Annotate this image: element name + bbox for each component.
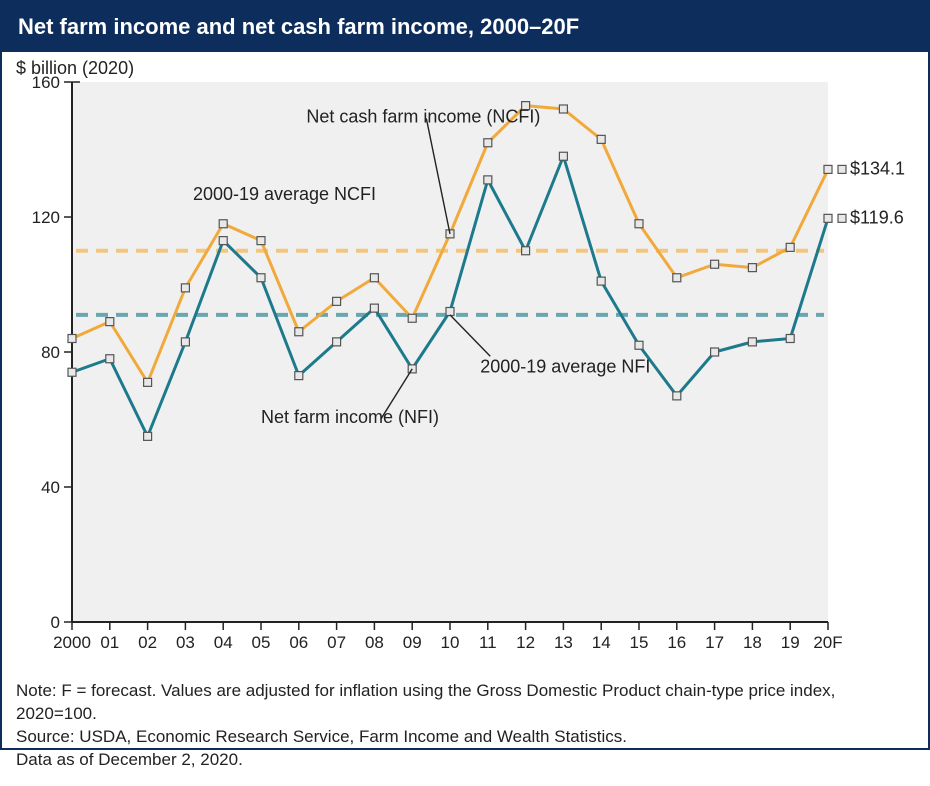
series-marker xyxy=(370,304,378,312)
series-marker xyxy=(257,237,265,245)
series-marker xyxy=(408,314,416,322)
annotation-text: 2000-19 average NFI xyxy=(480,356,650,376)
series-marker xyxy=(333,297,341,305)
footer-date: Data as of December 2, 2020. xyxy=(16,749,914,772)
endpoint-marker xyxy=(838,165,846,173)
x-tick-label: 01 xyxy=(100,633,119,652)
series-marker xyxy=(333,338,341,346)
x-tick-label: 14 xyxy=(592,633,611,652)
x-tick-label: 20F xyxy=(813,633,842,652)
series-marker xyxy=(295,372,303,380)
series-marker xyxy=(370,274,378,282)
x-tick-label: 12 xyxy=(516,633,535,652)
series-marker xyxy=(522,247,530,255)
series-marker xyxy=(106,318,114,326)
footer-source: Source: USDA, Economic Research Service,… xyxy=(16,726,914,749)
x-tick-label: 13 xyxy=(554,633,573,652)
x-tick-label: 15 xyxy=(630,633,649,652)
series-marker xyxy=(144,378,152,386)
endpoint-label: $134.1 xyxy=(850,158,905,178)
x-tick-label: 10 xyxy=(441,633,460,652)
annotation-text: Net farm income (NFI) xyxy=(261,407,439,427)
series-marker xyxy=(635,220,643,228)
y-tick-label: 160 xyxy=(32,73,60,92)
series-marker xyxy=(68,335,76,343)
series-marker xyxy=(144,432,152,440)
x-tick-label: 11 xyxy=(479,633,497,652)
x-tick-label: 07 xyxy=(327,633,346,652)
series-marker xyxy=(597,135,605,143)
series-marker xyxy=(597,277,605,285)
series-marker xyxy=(711,260,719,268)
line-chart: $ billion (2020)040801201602000010203040… xyxy=(2,52,928,672)
series-marker xyxy=(635,341,643,349)
chart-footer: Note: F = forecast. Values are adjusted … xyxy=(2,672,928,786)
series-marker xyxy=(711,348,719,356)
x-tick-label: 16 xyxy=(667,633,686,652)
series-marker xyxy=(68,368,76,376)
series-marker xyxy=(446,308,454,316)
series-marker xyxy=(484,139,492,147)
x-tick-label: 04 xyxy=(214,633,233,652)
series-marker xyxy=(673,392,681,400)
footer-note: Note: F = forecast. Values are adjusted … xyxy=(16,680,914,726)
x-tick-label: 2000 xyxy=(53,633,91,652)
y-tick-label: 80 xyxy=(41,343,60,362)
series-marker xyxy=(559,105,567,113)
series-marker xyxy=(219,220,227,228)
endpoint-label: $119.6 xyxy=(850,207,904,227)
series-marker xyxy=(257,274,265,282)
series-marker xyxy=(786,335,794,343)
x-tick-label: 08 xyxy=(365,633,384,652)
series-marker xyxy=(181,338,189,346)
x-tick-label: 09 xyxy=(403,633,422,652)
x-tick-label: 06 xyxy=(289,633,308,652)
x-tick-label: 17 xyxy=(705,633,724,652)
x-tick-label: 05 xyxy=(252,633,271,652)
series-marker xyxy=(181,284,189,292)
x-tick-label: 02 xyxy=(138,633,157,652)
chart-body: $ billion (2020)040801201602000010203040… xyxy=(2,52,928,672)
annotation-text: 2000-19 average NCFI xyxy=(193,184,376,204)
series-marker xyxy=(106,355,114,363)
series-marker xyxy=(673,274,681,282)
series-marker xyxy=(748,264,756,272)
series-marker xyxy=(559,152,567,160)
series-marker xyxy=(748,338,756,346)
chart-container: Net farm income and net cash farm income… xyxy=(0,0,930,750)
series-marker xyxy=(295,328,303,336)
series-marker xyxy=(824,165,832,173)
x-tick-label: 19 xyxy=(781,633,800,652)
y-tick-label: 120 xyxy=(32,208,60,227)
x-tick-label: 03 xyxy=(176,633,195,652)
y-tick-label: 0 xyxy=(51,613,60,632)
series-marker xyxy=(484,176,492,184)
chart-title: Net farm income and net cash farm income… xyxy=(2,2,928,52)
series-marker xyxy=(786,243,794,251)
y-tick-label: 40 xyxy=(41,478,60,497)
annotation-text: Net cash farm income (NCFI) xyxy=(306,107,540,127)
series-marker xyxy=(824,214,832,222)
x-tick-label: 18 xyxy=(743,633,762,652)
endpoint-marker xyxy=(838,214,846,222)
series-marker xyxy=(219,237,227,245)
